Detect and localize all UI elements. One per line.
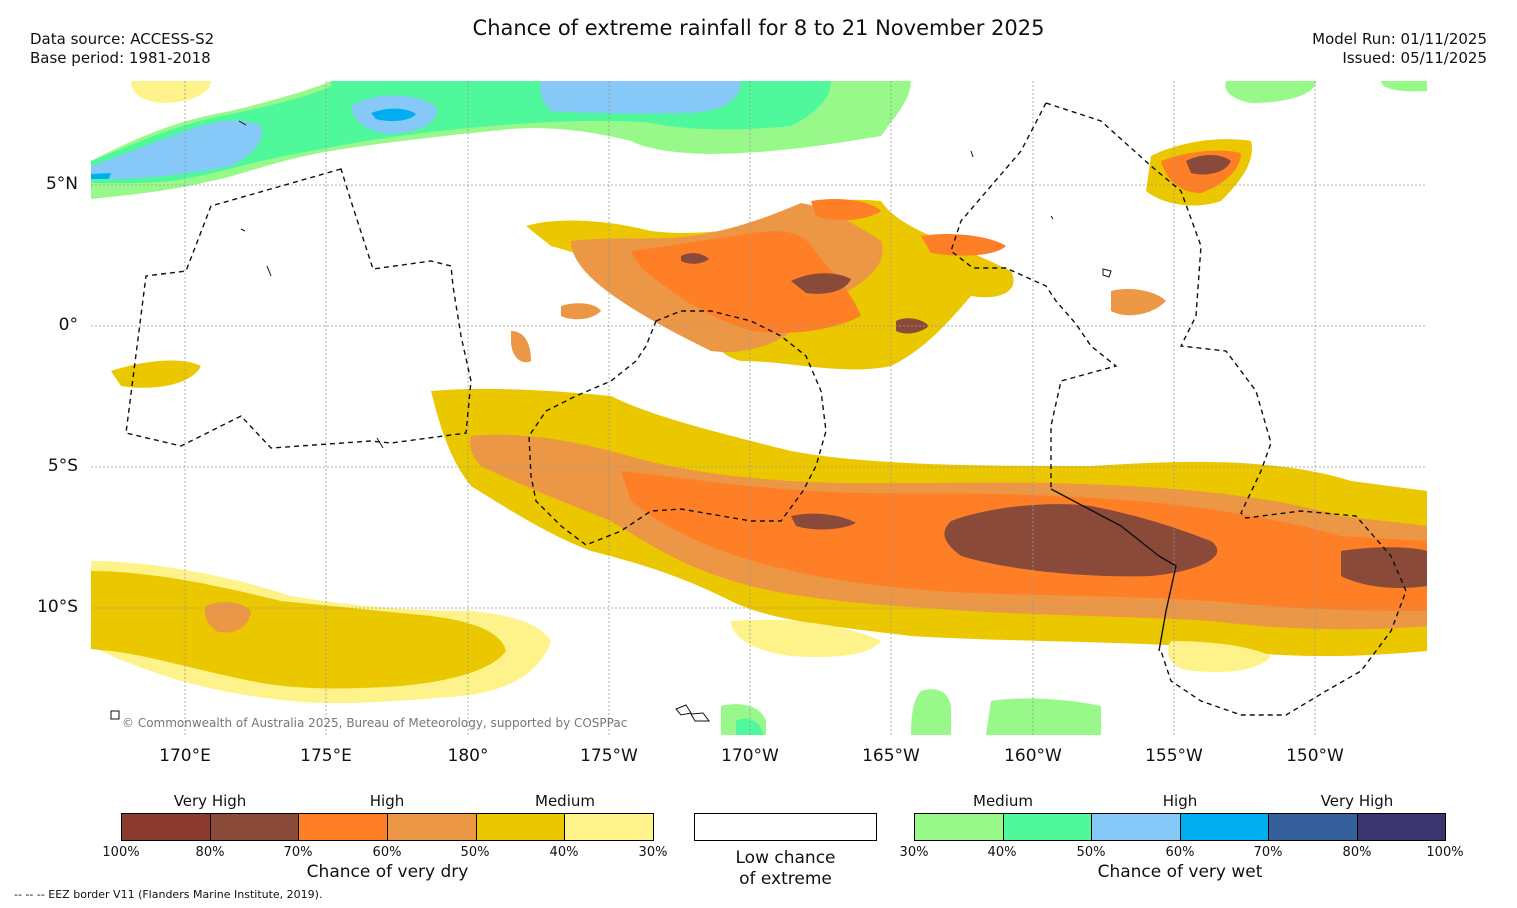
lon-label-165w: 165°W bbox=[862, 746, 920, 766]
low-chance-line2: of extreme bbox=[739, 869, 832, 889]
low-chance-caption: Low chance of extreme bbox=[694, 848, 877, 890]
dry-tick: 80% bbox=[195, 845, 225, 860]
lon-label-150w: 150°W bbox=[1286, 746, 1344, 766]
copyright-notice: © Commonwealth of Australia 2025, Bureau… bbox=[122, 716, 628, 730]
lon-label-175e: 175°E bbox=[300, 746, 352, 766]
wet-tick: 60% bbox=[1165, 845, 1195, 860]
wet-cat-high: High bbox=[1162, 792, 1198, 810]
wet-region-south bbox=[721, 689, 1101, 735]
lat-label-5n: 5°N bbox=[45, 174, 78, 194]
run-info: Model Run: 01/11/2025 Issued: 05/11/2025 bbox=[1312, 30, 1487, 68]
dry-swatch bbox=[388, 814, 477, 840]
wet-caption: Chance of very wet bbox=[1097, 862, 1263, 882]
eez-solid-border bbox=[1050, 488, 1177, 652]
wet-swatch bbox=[915, 814, 1004, 840]
wet-swatch bbox=[1092, 814, 1181, 840]
wet-tick: 40% bbox=[987, 845, 1017, 860]
wet-tick: 70% bbox=[1253, 845, 1283, 860]
wet-swatch bbox=[1180, 814, 1269, 840]
lon-label-170w: 170°W bbox=[721, 746, 779, 766]
dry-tick: 100% bbox=[102, 845, 140, 860]
dry-tick: 30% bbox=[638, 845, 668, 860]
low-chance-swatch bbox=[694, 813, 877, 841]
low-chance-line1: Low chance bbox=[735, 848, 836, 868]
dry-tick: 50% bbox=[460, 845, 490, 860]
low-prob-patches bbox=[731, 619, 1271, 673]
source-info: Data source: ACCESS-S2 Base period: 1981… bbox=[30, 30, 214, 68]
dry-swatch bbox=[565, 814, 654, 840]
lat-label-0: 0° bbox=[58, 315, 78, 335]
wet-swatch bbox=[1269, 814, 1358, 840]
map-canvas bbox=[91, 81, 1427, 735]
lon-label-175w: 175°W bbox=[580, 746, 638, 766]
wet-tick: 30% bbox=[899, 845, 929, 860]
map-title: Chance of extreme rainfall for 8 to 21 N… bbox=[472, 16, 1045, 40]
wet-tick: 100% bbox=[1426, 845, 1464, 860]
wet-cat-very-high: Very High bbox=[1320, 792, 1394, 810]
dry-swatch bbox=[122, 814, 211, 840]
lon-label-180: 180° bbox=[447, 746, 489, 766]
rainfall-map bbox=[91, 81, 1427, 735]
lon-label-160w: 160°W bbox=[1004, 746, 1062, 766]
issued-date: Issued: 05/11/2025 bbox=[1342, 49, 1487, 67]
dry-tick: 40% bbox=[549, 845, 579, 860]
wet-swatch bbox=[1003, 814, 1092, 840]
lon-label-170e: 170°E bbox=[159, 746, 211, 766]
wet-cat-medium: Medium bbox=[973, 792, 1033, 810]
lat-label-5s: 5°S bbox=[47, 456, 78, 476]
base-period: Base period: 1981-2018 bbox=[30, 49, 211, 67]
islands bbox=[110, 120, 1112, 722]
wet-swatch bbox=[1357, 814, 1445, 840]
dry-region-south-band bbox=[431, 388, 1427, 656]
dry-tick: 70% bbox=[283, 845, 313, 860]
map-grid bbox=[91, 81, 1427, 735]
wet-colorbar bbox=[914, 813, 1446, 841]
wet-tick: 50% bbox=[1076, 845, 1106, 860]
lon-label-155w: 155°W bbox=[1145, 746, 1203, 766]
model-run: Model Run: 01/11/2025 bbox=[1312, 30, 1487, 48]
dry-cat-very-high: Very High bbox=[173, 792, 247, 810]
dry-swatch bbox=[210, 814, 300, 840]
eez-footnote: -- -- -- EEZ border V11 (Flanders Marine… bbox=[14, 888, 323, 901]
wet-region-north bbox=[91, 81, 1427, 199]
dry-cat-high: High bbox=[369, 792, 405, 810]
dry-swatch bbox=[299, 814, 389, 840]
wet-tick: 80% bbox=[1342, 845, 1372, 860]
dry-caption: Chance of very dry bbox=[306, 862, 469, 882]
dry-cat-medium: Medium bbox=[535, 792, 595, 810]
dry-region-southwest bbox=[91, 561, 551, 704]
dry-tick: 60% bbox=[372, 845, 402, 860]
dry-region-central bbox=[111, 139, 1252, 388]
dry-colorbar bbox=[121, 813, 654, 841]
lat-label-10s: 10°S bbox=[37, 597, 78, 617]
eez-borders bbox=[125, 102, 1407, 716]
dry-swatch bbox=[476, 814, 566, 840]
data-source: Data source: ACCESS-S2 bbox=[30, 30, 215, 48]
